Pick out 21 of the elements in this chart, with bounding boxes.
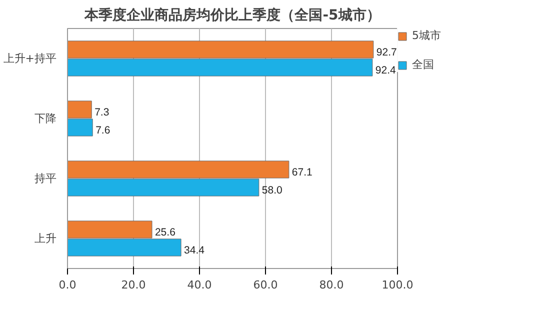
chart-title: 本季度企业商品房均价比上季度（全国-5城市）: [84, 6, 380, 24]
x-tick-label: 100.0: [382, 278, 414, 292]
data-label: 7.3: [94, 106, 110, 118]
data-label: 34.4: [184, 244, 205, 256]
y-tick-label: 下降: [34, 112, 56, 125]
data-label: 92.4: [375, 64, 396, 76]
x-tick-label: 60.0: [253, 278, 278, 292]
data-label: 67.1: [292, 166, 313, 178]
x-tick-label: 80.0: [319, 278, 344, 292]
x-tick-label: 40.0: [187, 278, 212, 292]
x-tick-label: 20.0: [121, 278, 146, 292]
y-tick-label: 上升: [34, 232, 56, 245]
data-label: 7.6: [96, 124, 110, 136]
data-label: 58.0: [262, 184, 282, 196]
y-tick-label: 上升+持平: [3, 52, 56, 65]
legend-label: 5城市: [412, 28, 441, 43]
data-label: 92.7: [376, 46, 398, 58]
data-label: 25.6: [154, 226, 176, 238]
y-tick-label: 持平: [34, 172, 56, 185]
x-tick-label: 0.0: [58, 278, 76, 292]
legend-label: 全国: [412, 57, 434, 72]
